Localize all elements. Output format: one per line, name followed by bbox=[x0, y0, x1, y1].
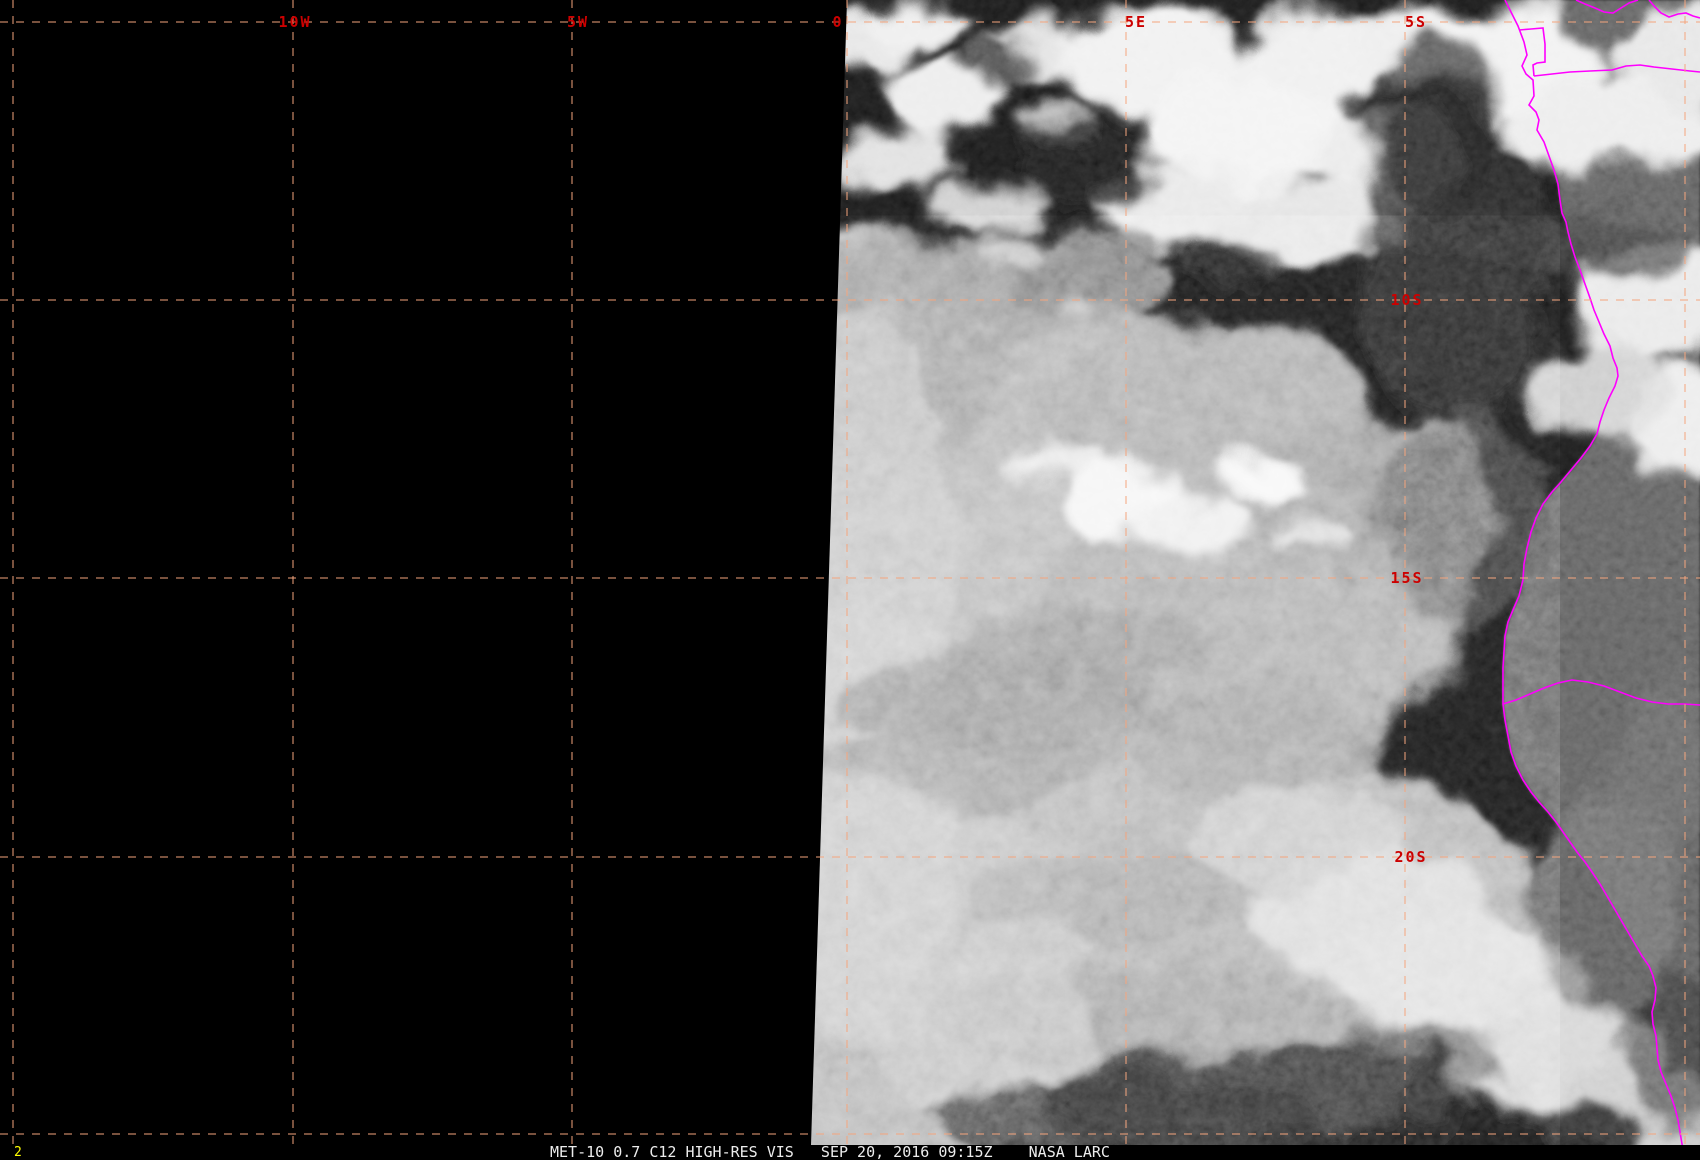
cloud-blob bbox=[811, 240, 1000, 320]
cloud-blob bbox=[1095, 690, 1375, 800]
grid-label-5W: 5W bbox=[566, 13, 590, 31]
cloud-blob bbox=[860, 0, 980, 40]
caption-text: MET-10 0.7 C12 HIGH-RES VIS SEP 20, 2016… bbox=[550, 1143, 1110, 1160]
cloud-blob bbox=[1015, 120, 1155, 210]
caption-bar: MET-10 0.7 C12 HIGH-RES VIS SEP 20, 2016… bbox=[0, 1145, 1700, 1160]
cloud-blob bbox=[1180, 240, 1290, 290]
cloud-blob bbox=[1570, 210, 1690, 280]
cloud-blob bbox=[1046, 299, 1098, 325]
cloud-blob bbox=[978, 235, 1042, 265]
cloud-blob bbox=[1217, 465, 1307, 501]
cloud-blob bbox=[1530, 345, 1670, 435]
grid-label-15S: 15S bbox=[1390, 569, 1424, 587]
cloud-blob bbox=[970, 613, 1230, 677]
cloud-blob bbox=[1330, 1020, 1510, 1100]
cloud-blob bbox=[1270, 524, 1350, 556]
grid-label-10S: 10S bbox=[1390, 291, 1424, 309]
cloud-blob bbox=[930, 181, 1040, 229]
frame-counter: 2 bbox=[14, 1145, 22, 1160]
grid-label-0: 0 bbox=[832, 13, 844, 31]
grid-label-5E: 5E bbox=[1124, 13, 1148, 31]
grid-label-5S: 5S bbox=[1404, 13, 1428, 31]
cloud-blob bbox=[1145, 500, 1245, 540]
cloud-blob bbox=[965, 35, 1035, 85]
cloud-blob bbox=[1385, 420, 1555, 620]
cloud-blob bbox=[811, 727, 1105, 803]
cloud-blob bbox=[1006, 454, 1090, 486]
cloud-blob bbox=[1200, 790, 1400, 890]
cloud-blob bbox=[1365, 40, 1505, 200]
grid-label-10W: 10W bbox=[278, 13, 312, 31]
grid-label-20S: 20S bbox=[1394, 848, 1428, 866]
cloud-blob bbox=[835, 130, 955, 190]
